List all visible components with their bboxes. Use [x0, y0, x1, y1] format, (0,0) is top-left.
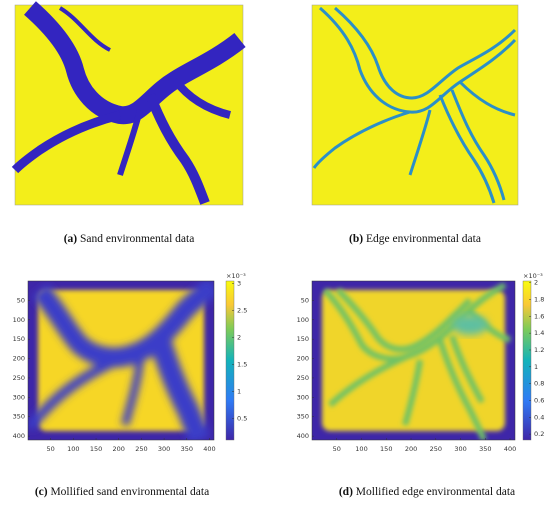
y-tick-label: 50 — [301, 296, 309, 304]
colorbar-tick-label: 0.4 — [534, 413, 544, 421]
colorbar-tick-label: 0.8 — [534, 380, 544, 388]
y-tick-label: 350 — [297, 413, 309, 421]
colorbar — [522, 280, 532, 441]
caption-label: (c) — [35, 486, 48, 498]
y-tick-label: 200 — [297, 355, 309, 363]
colorbar-tick-label: 2 — [534, 279, 538, 287]
colorbar-tick-label: 0.6 — [534, 396, 544, 404]
colorbar — [225, 280, 235, 441]
colorbar-tick-label: 2 — [237, 334, 241, 342]
colorbar-tick-label: 0.2 — [534, 430, 544, 438]
caption-text: Sand environmental data — [80, 233, 194, 245]
y-tick-label: 250 — [297, 374, 309, 382]
colorbar-tick-label: 0.5 — [237, 414, 247, 422]
y-tick-label: 100 — [297, 316, 309, 324]
caption-text: Mollified edge environmental data — [356, 486, 515, 498]
x-tick-label: 150 — [380, 445, 392, 453]
caption: (a) Sand environmental data — [64, 233, 195, 245]
y-tick-label: 300 — [297, 393, 309, 401]
x-tick-label: 150 — [90, 445, 102, 453]
colorbar-tick-label: 2.5 — [237, 307, 247, 315]
x-tick-label: 50 — [333, 445, 341, 453]
colorbar-tick-label: 1.5 — [237, 361, 247, 369]
mollified-sand-image — [28, 281, 214, 440]
x-tick-label: 400 — [203, 445, 215, 453]
y-tick-label: 250 — [13, 374, 25, 382]
x-tick-label: 400 — [504, 445, 516, 453]
caption: (b) Edge environmental data — [349, 233, 481, 245]
colorbar-tick-label: 1.2 — [534, 346, 544, 354]
colorbar-tick-label: 1.6 — [534, 312, 544, 320]
y-tick-label: 100 — [13, 316, 25, 324]
caption-label: (b) — [349, 233, 363, 245]
colorbar-tick-label: 1 — [534, 363, 538, 371]
y-tick-label: 150 — [297, 335, 309, 343]
caption-text: Mollified sand environmental data — [50, 486, 209, 498]
y-tick-label: 200 — [13, 355, 25, 363]
x-tick-label: 100 — [67, 445, 79, 453]
x-tick-label: 100 — [355, 445, 367, 453]
y-tick-label: 50 — [17, 296, 25, 304]
x-tick-label: 200 — [405, 445, 417, 453]
colorbar-tick-label: 3 — [237, 280, 241, 288]
edge-image — [311, 4, 519, 206]
colorbar-tick-label: 1.4 — [534, 329, 544, 337]
y-tick-label: 400 — [13, 432, 25, 440]
y-tick-label: 150 — [13, 335, 25, 343]
colorbar-exponent: ×10⁻³ — [523, 272, 543, 280]
caption: (c) Mollified sand environmental data — [35, 486, 209, 498]
x-tick-label: 50 — [47, 445, 55, 453]
caption-label: (d) — [339, 486, 353, 498]
axes-frame — [311, 280, 516, 441]
x-tick-label: 300 — [158, 445, 170, 453]
colorbar-exponent: ×10⁻³ — [226, 272, 246, 280]
caption-label: (a) — [64, 233, 78, 245]
y-tick-label: 400 — [297, 432, 309, 440]
y-tick-label: 350 — [13, 413, 25, 421]
caption: (d) Mollified edge environmental data — [339, 486, 515, 498]
caption-text: Edge environmental data — [366, 233, 481, 245]
y-tick-label: 300 — [13, 393, 25, 401]
x-tick-label: 300 — [454, 445, 466, 453]
x-tick-label: 250 — [430, 445, 442, 453]
x-tick-label: 350 — [181, 445, 193, 453]
colorbar-tick-label: 1 — [237, 387, 241, 395]
x-tick-label: 250 — [135, 445, 147, 453]
colorbar-tick-label: 1.8 — [534, 296, 544, 304]
axes-frame — [27, 280, 215, 441]
x-tick-label: 350 — [479, 445, 491, 453]
x-tick-label: 200 — [113, 445, 125, 453]
sand-image — [11, 1, 246, 206]
mollified-edge-image — [312, 281, 515, 440]
